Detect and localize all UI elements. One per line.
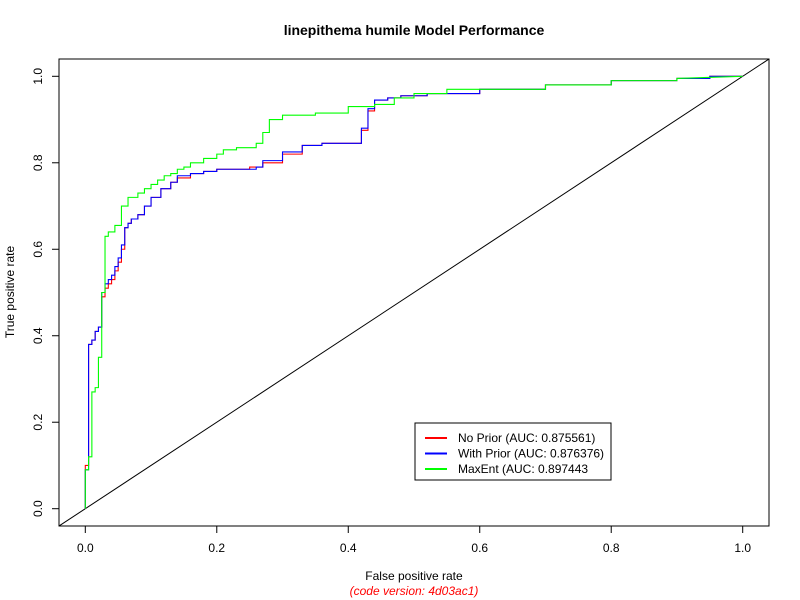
x-tick-label: 0.8 (603, 541, 620, 555)
x-tick-label: 0.4 (340, 541, 357, 555)
y-tick-label: 0.0 (31, 500, 45, 517)
roc-curve-series-3 (84, 75, 743, 509)
y-axis: 0.0 0.2 0.4 0.6 0.8 1.0 (31, 68, 60, 517)
x-axis: 0.0 0.2 0.4 0.6 0.8 1.0 (77, 525, 751, 555)
x-tick-label: 1.0 (734, 541, 751, 555)
x-tick-label: 0.6 (471, 541, 488, 555)
y-axis-label: True positive rate (3, 246, 17, 339)
y-tick-label: 0.8 (31, 154, 45, 171)
y-tick-label: 1.0 (31, 68, 45, 85)
legend-box (414, 422, 612, 481)
legend-label: MaxEnt (AUC: 0.897443 (458, 462, 588, 476)
y-tick-label: 0.2 (31, 414, 45, 431)
x-tick-label: 0.0 (77, 541, 94, 555)
diagonal-reference-line (59, 59, 769, 526)
x-axis-label: False positive rate (365, 569, 463, 583)
legend-entry: MaxEnt (AUC: 0.897443 (425, 462, 588, 476)
chart-title: linepithema humile Model Performance (284, 22, 545, 38)
legend: No Prior (AUC: 0.875561) With Prior (AUC:… (414, 422, 612, 481)
legend-label: No Prior (AUC: 0.875561) (458, 431, 595, 445)
roc-curve-series-2 (84, 75, 743, 509)
legend-entry: No Prior (AUC: 0.875561) (425, 431, 595, 445)
y-tick-label: 0.6 (31, 241, 45, 258)
code-version-caption: (code version: 4d03ac1) (350, 584, 479, 598)
legend-entry: With Prior (AUC: 0.876376) (425, 447, 604, 461)
y-tick-label: 0.4 (31, 327, 45, 344)
x-tick-label: 0.2 (208, 541, 225, 555)
legend-label: With Prior (AUC: 0.876376) (458, 447, 604, 461)
